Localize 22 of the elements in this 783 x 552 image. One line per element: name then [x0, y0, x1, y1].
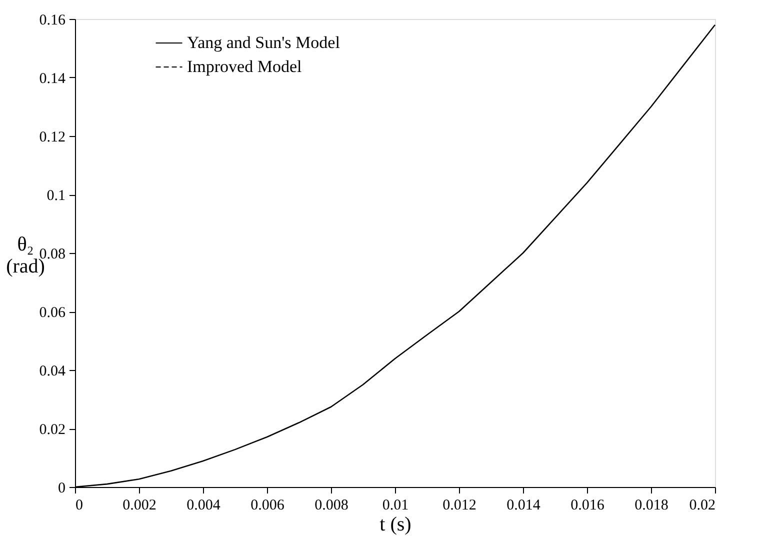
- x-tick-label: 0.014: [506, 498, 541, 514]
- y-tick-label: 0.12: [39, 130, 66, 146]
- x-tick-label: 0.01: [382, 498, 409, 514]
- legend-label: Improved Model: [187, 57, 302, 76]
- x-tick-label: 0: [76, 498, 83, 514]
- x-tick-label: 0.016: [570, 498, 605, 514]
- legend-label: Yang and Sun's Model: [187, 33, 340, 52]
- y-tick-label: 0.04: [39, 364, 66, 380]
- x-tick-label: 0.02: [689, 498, 716, 514]
- x-tick-label: 0.004: [186, 498, 221, 514]
- y-tick-label: 0.16: [39, 12, 66, 28]
- y-tick-label: 0: [58, 480, 66, 496]
- x-tick-label: 0.006: [250, 498, 285, 514]
- y-tick-label: 0.1: [46, 188, 66, 204]
- x-axis-title: t (s): [380, 514, 412, 536]
- x-tick-label: 0.002: [122, 498, 156, 514]
- x-tick-label: 0.012: [442, 498, 476, 514]
- y-tick-label: 0.02: [39, 422, 66, 438]
- y-tick-label: 0.06: [39, 305, 66, 321]
- x-tick-label: 0.018: [634, 498, 668, 514]
- y-tick-label: 0.14: [39, 71, 66, 87]
- x-tick-label: 0.008: [314, 498, 348, 514]
